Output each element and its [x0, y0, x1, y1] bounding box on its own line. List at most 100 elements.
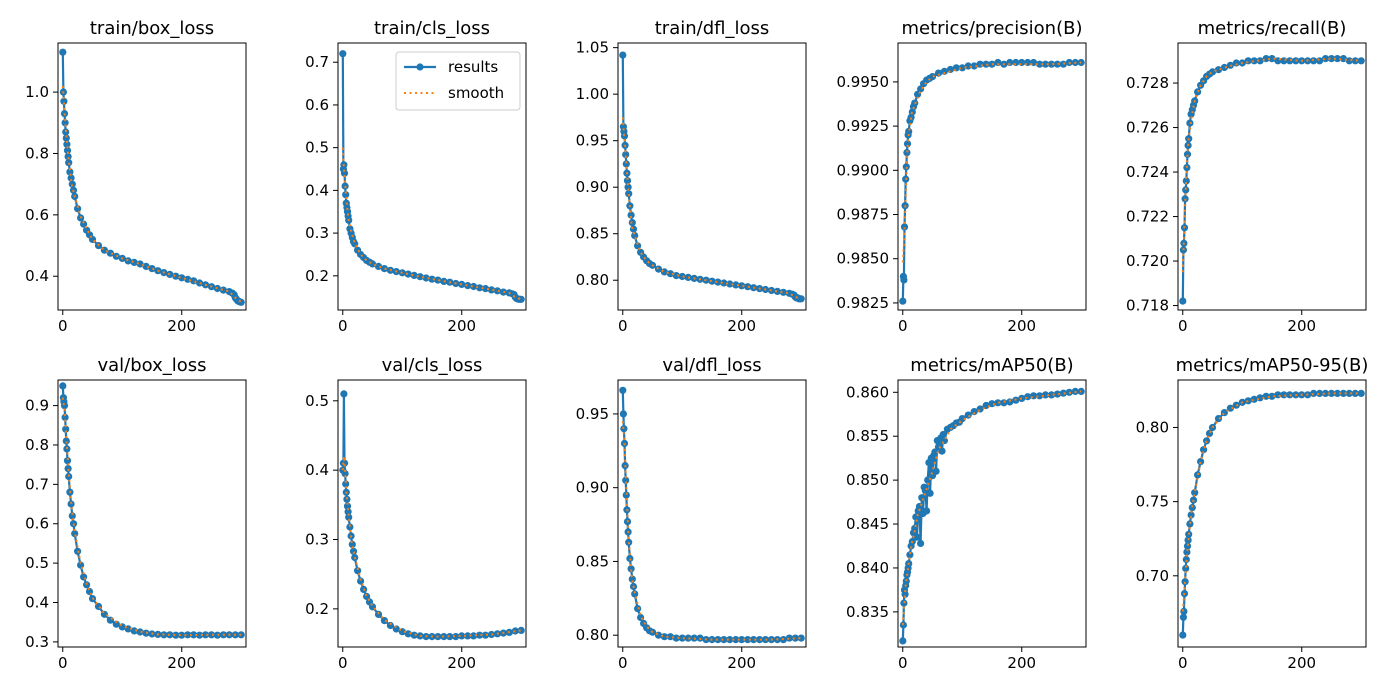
data-point: [934, 69, 943, 77]
y-tick-label: 0.718: [1126, 297, 1169, 315]
y-tick-label: 0.90: [576, 479, 609, 497]
data-point: [106, 616, 114, 624]
data-point: [410, 271, 418, 279]
data-point: [791, 634, 799, 642]
data-point: [1006, 58, 1014, 67]
data-point: [1183, 150, 1192, 158]
y-tick-label: 0.9825: [837, 294, 890, 312]
data-point: [654, 265, 663, 273]
data-point: [464, 632, 472, 640]
data-point: [982, 60, 990, 68]
data-point: [720, 279, 728, 287]
data-point: [66, 168, 74, 176]
data-point: [517, 626, 525, 635]
series-results: [59, 48, 245, 306]
data-point: [994, 58, 1002, 67]
data-point: [1286, 57, 1294, 65]
x-tick-label: 0: [58, 317, 68, 335]
x-tick-label: 200: [1007, 317, 1036, 335]
data-point: [68, 512, 76, 520]
y-tick-label: 0.850: [846, 471, 889, 489]
axes-frame: [57, 42, 247, 311]
data-point: [1327, 389, 1336, 397]
data-point: [1182, 555, 1190, 564]
data-point: [899, 297, 907, 305]
subplot-metrics-map50-b: metrics/mAP50(B) 0 200 0.835 0.840 0.845 0.850…: [846, 355, 1087, 672]
smooth-line: [901, 390, 1082, 626]
x-tick-label: 0: [1178, 317, 1188, 335]
y-tick-label: 0.722: [1126, 208, 1169, 226]
data-point: [623, 177, 632, 185]
data-point: [620, 132, 629, 140]
data-point: [172, 272, 180, 280]
data-point: [619, 410, 628, 418]
data-point: [1351, 57, 1359, 65]
data-point: [1357, 57, 1365, 65]
data-point: [1188, 504, 1196, 512]
results-line: [61, 52, 242, 304]
data-point: [1214, 66, 1223, 74]
data-point: [750, 636, 758, 644]
x-tick-label: 0: [58, 654, 68, 672]
data-point: [732, 636, 740, 644]
data-point: [1041, 60, 1050, 68]
data-point: [416, 273, 424, 281]
data-point: [1036, 392, 1044, 400]
data-point: [1339, 389, 1347, 397]
subplot-train-box-loss: train/box_loss 0 200 0.4 0.6 0.8 1.0: [25, 18, 247, 335]
data-point: [1220, 63, 1228, 72]
data-point: [622, 476, 630, 484]
y-tick-label: 0.9: [25, 397, 49, 415]
data-point: [903, 149, 911, 157]
y-tick-label: 0.9950: [837, 73, 890, 91]
data-point: [404, 270, 412, 278]
data-point: [63, 140, 71, 148]
data-point: [142, 262, 150, 270]
data-point: [714, 636, 722, 644]
data-point: [714, 278, 722, 286]
data-point: [976, 405, 984, 413]
y-tick-label: 1.00: [576, 85, 609, 103]
data-point: [1232, 59, 1240, 67]
data-point: [1179, 297, 1187, 305]
x-tick-label: 200: [167, 654, 196, 672]
data-point: [1214, 415, 1223, 423]
y-tick-label: 0.7: [305, 53, 329, 71]
data-point: [779, 288, 788, 296]
data-point: [622, 160, 630, 168]
y-tick-label: 0.6: [25, 515, 49, 533]
axes-frame: [897, 42, 1087, 311]
data-point: [434, 276, 442, 284]
chart-title: train/dfl_loss: [655, 18, 770, 39]
data-point: [928, 73, 937, 81]
data-point: [1183, 542, 1192, 550]
data-point: [178, 631, 186, 639]
chart-title: train/box_loss: [90, 18, 214, 39]
data-point: [517, 295, 525, 303]
data-point: [340, 169, 349, 177]
smooth-line: [621, 421, 802, 641]
y-tick-label: 0.80: [576, 271, 609, 289]
y-tick-label: 0.4: [25, 267, 49, 285]
legend-label-smooth: smooth: [448, 84, 504, 102]
data-point: [59, 48, 67, 56]
data-point: [511, 627, 519, 635]
y-tick-label: 0.85: [576, 552, 609, 570]
data-point: [1036, 60, 1044, 68]
series-smooth: [341, 456, 522, 638]
data-point: [732, 281, 740, 289]
data-point: [913, 533, 921, 541]
data-point: [62, 134, 70, 142]
data-point: [902, 163, 910, 171]
y-tick-label: 0.840: [846, 559, 889, 577]
y-tick-label: 0.4: [305, 181, 329, 199]
data-point: [917, 539, 925, 548]
data-point: [354, 567, 362, 575]
series-smooth: [61, 397, 242, 637]
series-smooth: [1181, 392, 1362, 612]
data-point: [903, 140, 912, 148]
y-tick-label: 0.80: [576, 626, 609, 644]
data-point: [666, 270, 675, 278]
data-point: [201, 631, 210, 639]
